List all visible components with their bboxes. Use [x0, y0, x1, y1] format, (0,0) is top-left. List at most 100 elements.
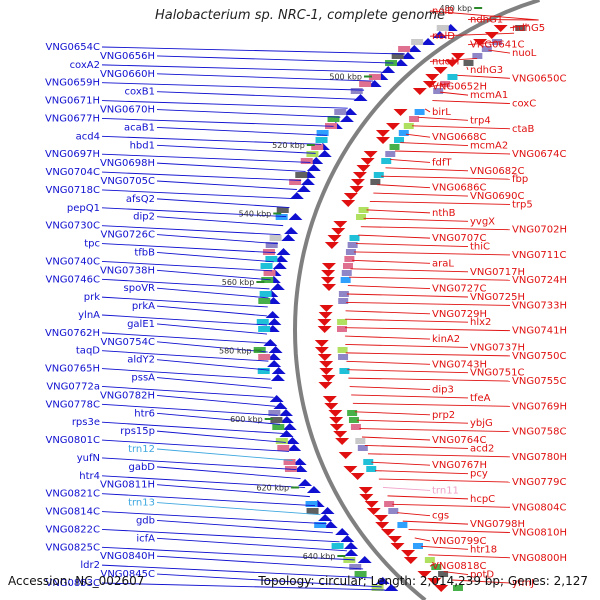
label-connector-left [156, 448, 293, 461]
label-connector-right [443, 571, 469, 576]
gene-label-right: VNG0818C [432, 561, 487, 572]
label-connector-right [345, 352, 511, 357]
gene-label-left: VNG0772a [46, 381, 100, 392]
feature-block [363, 459, 374, 465]
label-connector-left [156, 198, 290, 209]
reverse-gene-arrow [352, 172, 367, 179]
feature-block [275, 438, 288, 444]
feature-block [431, 564, 442, 570]
reverse-gene-arrow [393, 109, 408, 116]
feature-block [398, 130, 409, 136]
feature-block [289, 179, 302, 185]
gene-label-left: acaB1 [124, 122, 155, 133]
gene-label-left: VNG0726C [100, 230, 155, 241]
label-connector-right [408, 529, 511, 533]
feature-block [438, 571, 449, 577]
gene-label-left: VNG0670H [100, 105, 155, 116]
label-connector-right [346, 301, 511, 306]
forward-gene-arrow [298, 479, 313, 486]
gene-label-right: thiC [470, 242, 490, 253]
gene-label-right: trp5 [512, 199, 533, 210]
gene-label-right: mcmA1 [470, 90, 508, 101]
label-connector-right [421, 545, 469, 550]
feature-block [338, 298, 349, 304]
gene-label-right: VNG0702H [512, 225, 567, 236]
label-connector-right [347, 285, 431, 290]
gene-label-right: ndhG1 [470, 14, 503, 25]
feature-block [359, 81, 372, 87]
reverse-gene-arrow [324, 242, 339, 249]
gene-label-right: nuoL [512, 48, 537, 59]
feature-block [283, 459, 296, 465]
feature-tracks-layer [253, 24, 526, 592]
label-connector-right [371, 461, 431, 466]
forward-gene-arrow [320, 507, 335, 514]
label-connector-left [101, 46, 406, 55]
feature-block [270, 417, 283, 423]
scale-tick-label: 520 kbp [272, 141, 305, 150]
gene-label-right: VNG0652H [432, 82, 487, 93]
label-connector-left [156, 305, 268, 317]
feature-block [436, 25, 449, 31]
reverse-gene-arrow [321, 375, 336, 382]
feature-block [350, 88, 363, 94]
gene-label-left: VNG0697H [45, 149, 100, 160]
gene-label-right: hlx2 [470, 317, 491, 328]
reverse-gene-arrow [484, 32, 499, 39]
forward-gene-arrow [318, 514, 333, 521]
gene-label-left: VNG0778C [45, 399, 100, 410]
reverse-gene-arrow [493, 25, 508, 32]
feature-block [391, 53, 404, 59]
forward-gene-arrow [266, 353, 281, 360]
gene-label-right: VNG0798H [470, 519, 525, 530]
gene-label-left: VNG0718C [45, 185, 100, 196]
feature-block [261, 277, 274, 283]
scale-tick-label: 600 kbp [230, 415, 263, 424]
feature-block [258, 298, 271, 304]
label-connector-right [366, 209, 431, 214]
reverse-gene-arrow [314, 340, 329, 347]
forward-gene-arrow [300, 178, 315, 185]
feature-block [257, 368, 270, 374]
forward-gene-arrow [272, 262, 287, 269]
label-connector-left [101, 100, 348, 109]
feature-block [342, 263, 353, 269]
reverse-gene-arrow [327, 235, 342, 242]
reverse-gene-arrow [473, 39, 488, 46]
gene-label-left: VNG0853C [45, 578, 100, 589]
label-connector-right [467, 41, 501, 46]
reverse-gene-arrow [356, 165, 371, 172]
gene-label-right: trn11 [432, 485, 459, 496]
label-connector-left [156, 234, 279, 245]
gene-label-left: htr4 [79, 471, 100, 482]
feature-block [272, 424, 285, 430]
feature-block [345, 249, 356, 255]
gene-label-right: VNG0725H [470, 292, 525, 303]
gene-label-left: VNG0782H [100, 390, 155, 401]
gene-label-left: coxB1 [125, 87, 155, 98]
label-connector-right [378, 478, 511, 483]
gene-label-left: VNG0754C [100, 337, 155, 348]
gene-label-right: ndhG5 [512, 23, 545, 34]
label-connector-right [402, 520, 469, 525]
label-connector-left [101, 511, 327, 525]
gene-label-left: VNG0762H [45, 328, 100, 339]
feature-block [371, 585, 384, 591]
gene-label-right: VNG0799C [432, 536, 487, 547]
gene-label-left: VNG0671H [45, 96, 100, 107]
feature-block [316, 130, 329, 136]
forward-gene-arrow [317, 150, 332, 157]
feature-block [258, 326, 271, 332]
forward-gene-arrow [357, 556, 372, 563]
feature-block [515, 25, 526, 31]
label-connector-right [374, 470, 469, 475]
feature-block [348, 417, 359, 423]
gene-label-left: VNG0845C [100, 569, 155, 580]
gene-label-left: VNG0738H [100, 265, 155, 276]
feature-block [344, 256, 355, 262]
label-connector-left [156, 359, 270, 371]
feature-block [368, 74, 381, 80]
gene-label-right: fdfT [432, 157, 452, 168]
label-connector-left [101, 153, 311, 163]
gene-label-right: potD [470, 570, 494, 581]
